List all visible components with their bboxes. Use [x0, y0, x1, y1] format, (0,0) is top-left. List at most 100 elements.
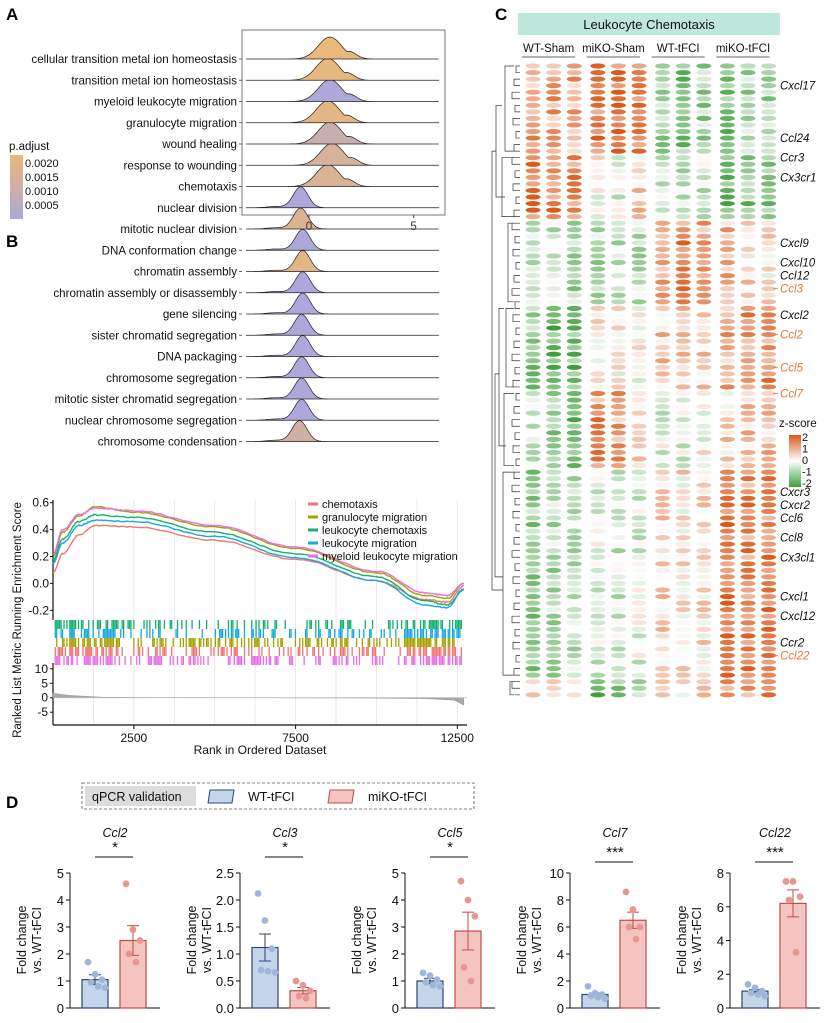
gene-hit-mark [430, 620, 432, 629]
gene-hit-mark [102, 656, 104, 665]
gene-hit-mark [437, 629, 439, 638]
gene-hit-mark [185, 638, 187, 647]
gene-hit-mark [392, 620, 394, 629]
heatmap-cell [525, 266, 541, 272]
legend-box [81, 782, 475, 810]
heatmap-cell [719, 613, 735, 619]
heatmap-cell [590, 168, 606, 174]
gene-hit-mark [232, 629, 234, 638]
gene-hit-mark [454, 656, 457, 665]
heatmap-cell [631, 469, 647, 475]
gene-hit-mark [61, 629, 64, 638]
heatmap-cell [655, 495, 671, 501]
heatmap-cell [719, 423, 735, 429]
heatmap-cell [740, 345, 756, 351]
heatmap-cell [761, 259, 777, 266]
heatmap-cell [761, 410, 777, 416]
legend-tick-label: -2 [802, 478, 812, 490]
dendrogram-branch [511, 222, 520, 231]
heatmap-cell [740, 128, 756, 135]
heatmap-cell [610, 115, 626, 121]
heatmap-cell [719, 109, 735, 115]
heatmap-cell [525, 351, 541, 357]
heatmap-cell [546, 122, 562, 128]
gene-hit-mark [60, 620, 62, 629]
heatmap-cell [566, 430, 582, 436]
heatmap-cell [566, 200, 582, 207]
heatmap-cell [719, 312, 735, 318]
significance-label: * [282, 839, 288, 856]
heatmap-cell [631, 567, 647, 573]
heatmap-cell [566, 462, 582, 469]
gene-hit-mark [255, 656, 257, 665]
heatmap-cell [761, 607, 777, 613]
data-point [91, 970, 99, 978]
es-line [52, 519, 465, 609]
heatmap-cell [675, 207, 691, 213]
gene-hit-mark [299, 638, 301, 647]
heatmap-cell [610, 397, 626, 403]
gene-hit-mark [114, 620, 116, 629]
gene-hit-mark [338, 656, 340, 665]
heatmap-cell [610, 273, 626, 279]
heatmap-cell [655, 672, 671, 678]
heatmap-cell [610, 102, 626, 108]
heatmap-cell [655, 469, 671, 475]
heatmap-cell [631, 76, 647, 82]
gene-hit-mark [443, 629, 445, 638]
ridge-density [246, 377, 439, 400]
heatmap-cell [525, 495, 541, 501]
heatmap-cell [590, 96, 606, 102]
heatmap-cell [610, 607, 626, 613]
heatmap-cell [761, 692, 777, 698]
heatmap-cell [546, 548, 562, 554]
heatmap-cell [546, 102, 562, 108]
heatmap-cell [566, 685, 582, 691]
heatmap-cell [761, 443, 777, 449]
es-line [52, 507, 465, 597]
heatmap-cell [655, 679, 671, 685]
heatmap-cell [740, 679, 756, 685]
heatmap-cell [719, 240, 735, 246]
heatmap-cell [590, 417, 606, 423]
gene-hit-mark [108, 656, 110, 665]
heatmap-cell [719, 410, 735, 416]
heatmap-cell [675, 96, 691, 102]
heatmap-cell [675, 476, 691, 482]
dendrogram-branch [512, 249, 520, 257]
y-tick-label: 4 [392, 893, 399, 908]
heatmap-cell [525, 672, 541, 678]
gene-hit-mark [227, 629, 230, 638]
heatmap-cell [566, 390, 582, 397]
gene-hit-mark [226, 647, 228, 656]
legend-label: miKO-tFCI [368, 790, 427, 804]
dendrogram-branch [507, 222, 514, 303]
heatmap-cell [546, 639, 562, 646]
gene-hit-mark [146, 620, 148, 629]
heatmap-cell [566, 142, 582, 148]
ridge-label: sister chromatid segregation [91, 329, 237, 342]
heatmap-cell [655, 574, 671, 580]
heatmap-cell [655, 181, 671, 187]
heatmap-cell [546, 554, 562, 560]
gene-hit-mark [171, 620, 173, 629]
heatmap-cell [590, 587, 606, 593]
heatmap-cell [719, 587, 735, 593]
heatmap-cell [719, 318, 735, 325]
heatmap-cell [546, 207, 562, 213]
gene-title: Ccl2 [102, 826, 127, 840]
dendrogram-branch [514, 366, 520, 375]
heatmap-cell [546, 462, 562, 469]
gene-hit-mark [329, 629, 332, 638]
heatmap-cell [525, 214, 541, 220]
heatmap-cell [590, 620, 606, 626]
heatmap-cell [655, 128, 671, 135]
heatmap-cell [546, 331, 562, 338]
heatmap-cell [525, 528, 541, 534]
gene-hit-mark [229, 656, 231, 665]
heatmap-cell [546, 364, 562, 370]
gene-hit-mark [189, 656, 192, 665]
gene-hit-mark [267, 638, 269, 647]
heatmap-cell [546, 351, 562, 357]
gene-hit-mark [258, 638, 260, 647]
